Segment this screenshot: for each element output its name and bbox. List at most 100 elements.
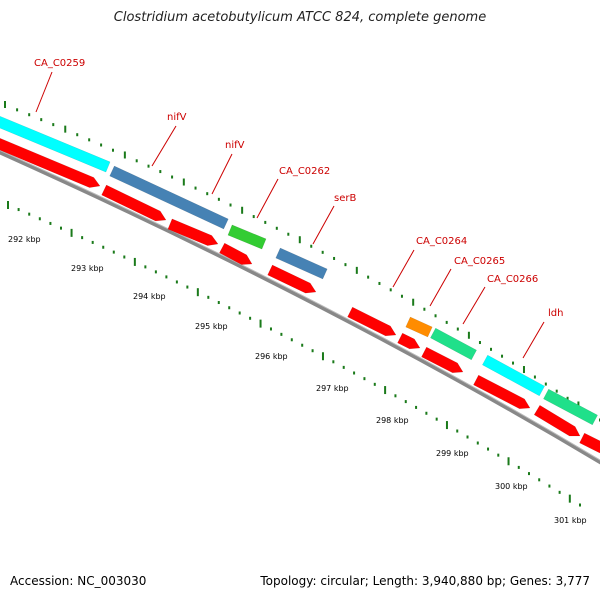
minor-tick <box>548 484 551 488</box>
minor-tick <box>100 143 103 147</box>
minor-tick <box>264 220 267 224</box>
major-tick <box>507 457 510 466</box>
minor-tick <box>290 338 293 342</box>
minor-tick <box>400 294 403 298</box>
minor-tick <box>91 240 94 244</box>
minor-tick <box>558 490 561 494</box>
major-tick <box>355 266 358 274</box>
major-tick <box>384 386 387 395</box>
gene-red-4 <box>219 242 253 265</box>
gene-label: serB <box>334 193 356 204</box>
gene-red-7 <box>397 332 421 350</box>
label-leader-line <box>462 286 486 325</box>
label-leader-line <box>522 321 545 359</box>
map-title: Clostridium acetobutylicum ATCC 824, com… <box>113 10 487 25</box>
label-leaders <box>35 71 545 359</box>
minor-tick <box>28 113 31 117</box>
minor-tick <box>88 138 91 142</box>
minor-tick <box>487 447 490 451</box>
minor-tick <box>435 417 438 421</box>
minor-tick <box>501 354 504 358</box>
minor-tick <box>456 327 459 331</box>
minor-tick <box>76 133 79 137</box>
gene-label: CA_C0262 <box>279 166 330 177</box>
gene-red-11 <box>579 432 600 454</box>
minor-tick <box>333 256 336 260</box>
gene-label: nifV <box>225 140 245 151</box>
minor-tick <box>111 148 114 152</box>
major-tick <box>298 236 301 244</box>
gene-red-9 <box>473 374 531 409</box>
minor-tick <box>147 164 150 168</box>
backbone-line <box>0 150 600 465</box>
label-leader-line <box>429 268 452 307</box>
major-tick <box>182 178 185 186</box>
minor-tick <box>415 405 418 409</box>
gene-label: CA_C0265 <box>454 256 505 267</box>
major-tick <box>123 151 126 159</box>
minor-tick <box>566 396 569 400</box>
major-tick <box>133 257 136 266</box>
label-leader-line <box>151 125 177 167</box>
gene-labels: CA_C0259 nifV nifV CA_C0262 serB CA_C0264 CA_C… <box>34 58 563 319</box>
minor-tick <box>16 108 19 112</box>
minor-tick <box>28 212 31 216</box>
scale-label: 297 kbp <box>316 384 349 393</box>
minor-tick <box>423 307 426 311</box>
major-tick <box>445 421 448 430</box>
minor-tick <box>275 226 278 230</box>
outer-tick-marks <box>4 101 600 422</box>
label-leader-line <box>392 249 415 288</box>
minor-tick <box>228 306 231 310</box>
minor-tick <box>38 217 41 221</box>
gene-red-5 <box>267 264 317 294</box>
minor-tick <box>135 159 138 163</box>
scale-labels: 292 kbp 293 kbp 294 kbp 295 kbp 296 kbp 297 k… <box>8 235 587 525</box>
gene-red-2 <box>101 184 167 222</box>
minor-tick <box>229 203 232 207</box>
gene-ca-c0259 <box>0 115 111 173</box>
minor-tick <box>445 320 448 324</box>
minor-tick <box>476 441 479 445</box>
minor-tick <box>342 365 345 369</box>
minor-tick <box>144 265 147 269</box>
gene-red-3 <box>167 218 219 246</box>
scale-label: 300 kbp <box>495 482 528 491</box>
scale-label: 301 kbp <box>554 516 587 525</box>
minor-tick <box>367 275 370 279</box>
gene-features <box>0 115 600 454</box>
minor-tick <box>332 360 335 364</box>
minor-tick <box>425 411 428 415</box>
minor-tick <box>217 301 220 305</box>
minor-tick <box>579 503 581 507</box>
major-tick <box>7 201 9 209</box>
major-tick <box>568 494 571 503</box>
scale-label: 292 kbp <box>8 235 41 244</box>
minor-tick <box>171 175 174 179</box>
minor-tick <box>310 244 313 248</box>
minor-tick <box>490 347 493 351</box>
major-tick <box>196 288 199 297</box>
minor-tick <box>186 285 189 289</box>
gene-red-10 <box>533 404 581 437</box>
major-tick <box>4 101 6 108</box>
minor-tick <box>287 232 290 236</box>
scale-label: 296 kbp <box>255 352 288 361</box>
major-tick <box>241 206 244 214</box>
minor-tick <box>353 371 356 375</box>
minor-tick <box>102 245 105 249</box>
minor-tick <box>238 311 241 315</box>
minor-tick <box>373 382 376 386</box>
minor-tick <box>165 275 168 279</box>
gene-red-6 <box>347 306 397 337</box>
major-tick <box>321 352 324 361</box>
minor-tick <box>123 255 126 259</box>
major-tick <box>259 319 262 328</box>
label-leader-line <box>312 205 335 245</box>
minor-tick <box>206 192 209 196</box>
minor-tick <box>81 236 84 240</box>
minor-tick <box>321 250 324 254</box>
minor-tick <box>207 295 210 299</box>
gene-ca-c0266 <box>482 354 545 397</box>
topology-label: Topology: circular; Length: 3,940,880 bp… <box>260 574 590 588</box>
